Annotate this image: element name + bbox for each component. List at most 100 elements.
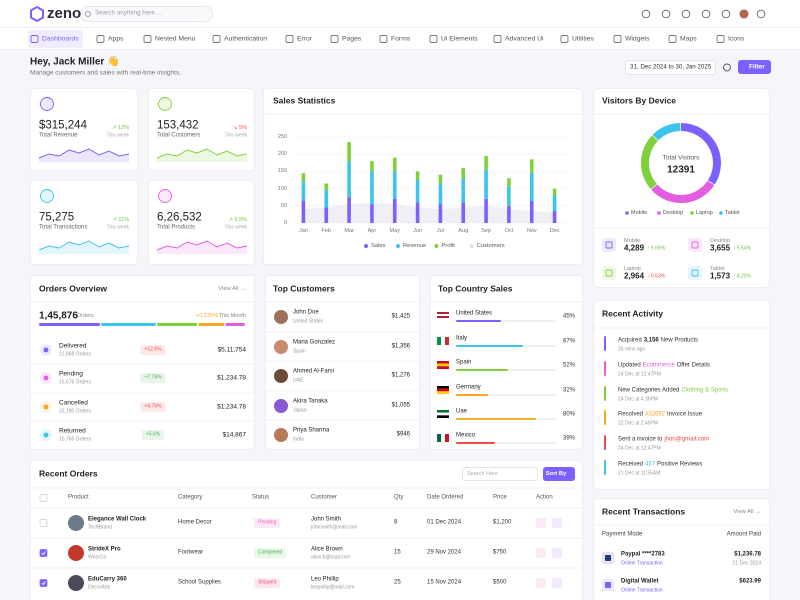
product-name: EduCarry 360 [88, 576, 127, 583]
nav-item[interactable]: Authentication [224, 35, 268, 43]
x-tick-label: Jul [436, 227, 444, 234]
nav-icon [429, 35, 438, 43]
activity-text: Acquired 3,156 New Products [618, 338, 700, 345]
view-all-link[interactable]: View All → [218, 285, 246, 292]
date-range-box[interactable] [625, 60, 716, 75]
bar-segment [370, 204, 374, 223]
status-badge: Completed [254, 548, 287, 558]
column-header: Payment Mode [602, 531, 643, 538]
customer-name: Akira Tanaka [293, 398, 328, 405]
activity-time: 24 Dec at 12:47PM [618, 445, 661, 452]
bar-segment [370, 161, 374, 172]
order-status-count: 12,868 Orders [59, 351, 91, 358]
bar-segment [301, 173, 306, 182]
checkmark [41, 581, 46, 586]
customer-avatar [274, 428, 288, 442]
customer-amount: $946 [396, 431, 410, 438]
customer-email: johnsmith@mail.com [311, 524, 358, 531]
nav-item[interactable]: Dashboards [42, 35, 79, 43]
search-box[interactable] [80, 6, 213, 22]
sort-label[interactable]: Sort By [545, 470, 567, 477]
stat-label: Total Revenue [39, 132, 78, 139]
activity-marker [604, 386, 606, 401]
order-status-change: +12.6% [140, 345, 166, 355]
filter-label[interactable]: Filter [749, 63, 765, 71]
search-placeholder: Search anything here ... [95, 9, 162, 17]
customer-name: Maria Gonzalez [293, 339, 336, 346]
progress-segment [101, 323, 156, 326]
device-icon [688, 238, 702, 252]
bar-segment [529, 173, 534, 201]
legend-swatch [434, 244, 439, 248]
stat-change: ↘ 5% [232, 124, 247, 131]
country-name: Spain [456, 359, 472, 366]
stat-value: 153,432 [157, 119, 199, 132]
edit-button [536, 548, 546, 558]
customer-country: India [293, 436, 304, 443]
nav-item[interactable]: Error [297, 35, 313, 43]
country-percent: 52% [562, 362, 575, 369]
date-range: 31, Dec 2024 to 30, Jan 2025 [630, 63, 712, 71]
nav-item[interactable]: Apps [108, 35, 124, 43]
bar-segment [507, 186, 511, 206]
search-icon [85, 11, 91, 17]
flag-stripe [437, 410, 449, 413]
flag-stripe [441, 434, 445, 442]
nav-active[interactable] [28, 30, 83, 48]
column-header: Product [68, 494, 89, 501]
bar-segment [484, 155, 488, 170]
legend-swatch [469, 244, 474, 248]
device-value: 3,655 [710, 243, 731, 253]
view-all-link[interactable]: View All → [733, 508, 761, 515]
order-status-dot [43, 375, 49, 381]
sort-button[interactable] [543, 467, 575, 481]
customer-amount: $1,425 [391, 313, 410, 320]
activity-before: Acquired [618, 337, 642, 344]
legend-label: Profit [441, 242, 455, 249]
payment-method: Paypal ****2783 [621, 551, 665, 558]
nav-item[interactable]: Ui Elements [441, 35, 478, 43]
country-name: Uae [456, 408, 468, 415]
x-tick-label: Apr [367, 227, 377, 234]
flag-stripe [437, 412, 449, 416]
bar-segment [529, 200, 534, 223]
nav-item[interactable]: Pages [342, 35, 362, 43]
nav-item[interactable]: Widgets [625, 35, 650, 43]
column-header: Category [178, 494, 203, 501]
price: $1,200 [493, 519, 512, 526]
payment-amount: $1,236.78 [734, 551, 761, 558]
legend-label: Mobile [631, 209, 648, 216]
bar-segment [507, 178, 511, 187]
order-status-count: 15,675 Orders [59, 379, 91, 386]
customer-avatar [274, 340, 288, 354]
flag-stripe [437, 391, 449, 394]
donut-segment [681, 123, 721, 185]
card-title: Recent Activity [602, 308, 664, 319]
progress-segment [225, 323, 245, 326]
product-brand: TechBrand [88, 524, 112, 531]
nav-item[interactable]: Forms [391, 35, 411, 43]
bar-segment [438, 204, 443, 223]
column-header: Qty [394, 494, 404, 501]
order-status-dot [43, 432, 49, 438]
nav-item[interactable]: Utilities [572, 35, 594, 43]
order-status-amount: $1,234.78 [217, 374, 246, 382]
nav-item[interactable]: Maps [680, 35, 697, 43]
activity-highlight: #32692 [645, 411, 666, 418]
orders-search-box[interactable] [462, 467, 538, 481]
device-icon [602, 238, 616, 252]
nav-icon [330, 35, 339, 43]
nav-item[interactable]: Icons [728, 35, 745, 43]
order-status-amount: $14,867 [222, 431, 247, 439]
device-change: ↑ 6.65% [647, 245, 666, 252]
device-name: Mobile [624, 237, 641, 244]
legend-label: Desktop [663, 209, 684, 216]
customer-name: John Doe [293, 309, 319, 316]
nav-item[interactable]: Nested Menu [155, 35, 196, 43]
nav-item[interactable]: Advanced Ui [505, 35, 544, 43]
card [30, 180, 138, 265]
device-value: 4,289 [624, 243, 645, 253]
date-ordered: 01 Dec 2024 [427, 519, 462, 526]
customer-country: United States [293, 318, 324, 325]
filter-button[interactable] [738, 60, 771, 74]
